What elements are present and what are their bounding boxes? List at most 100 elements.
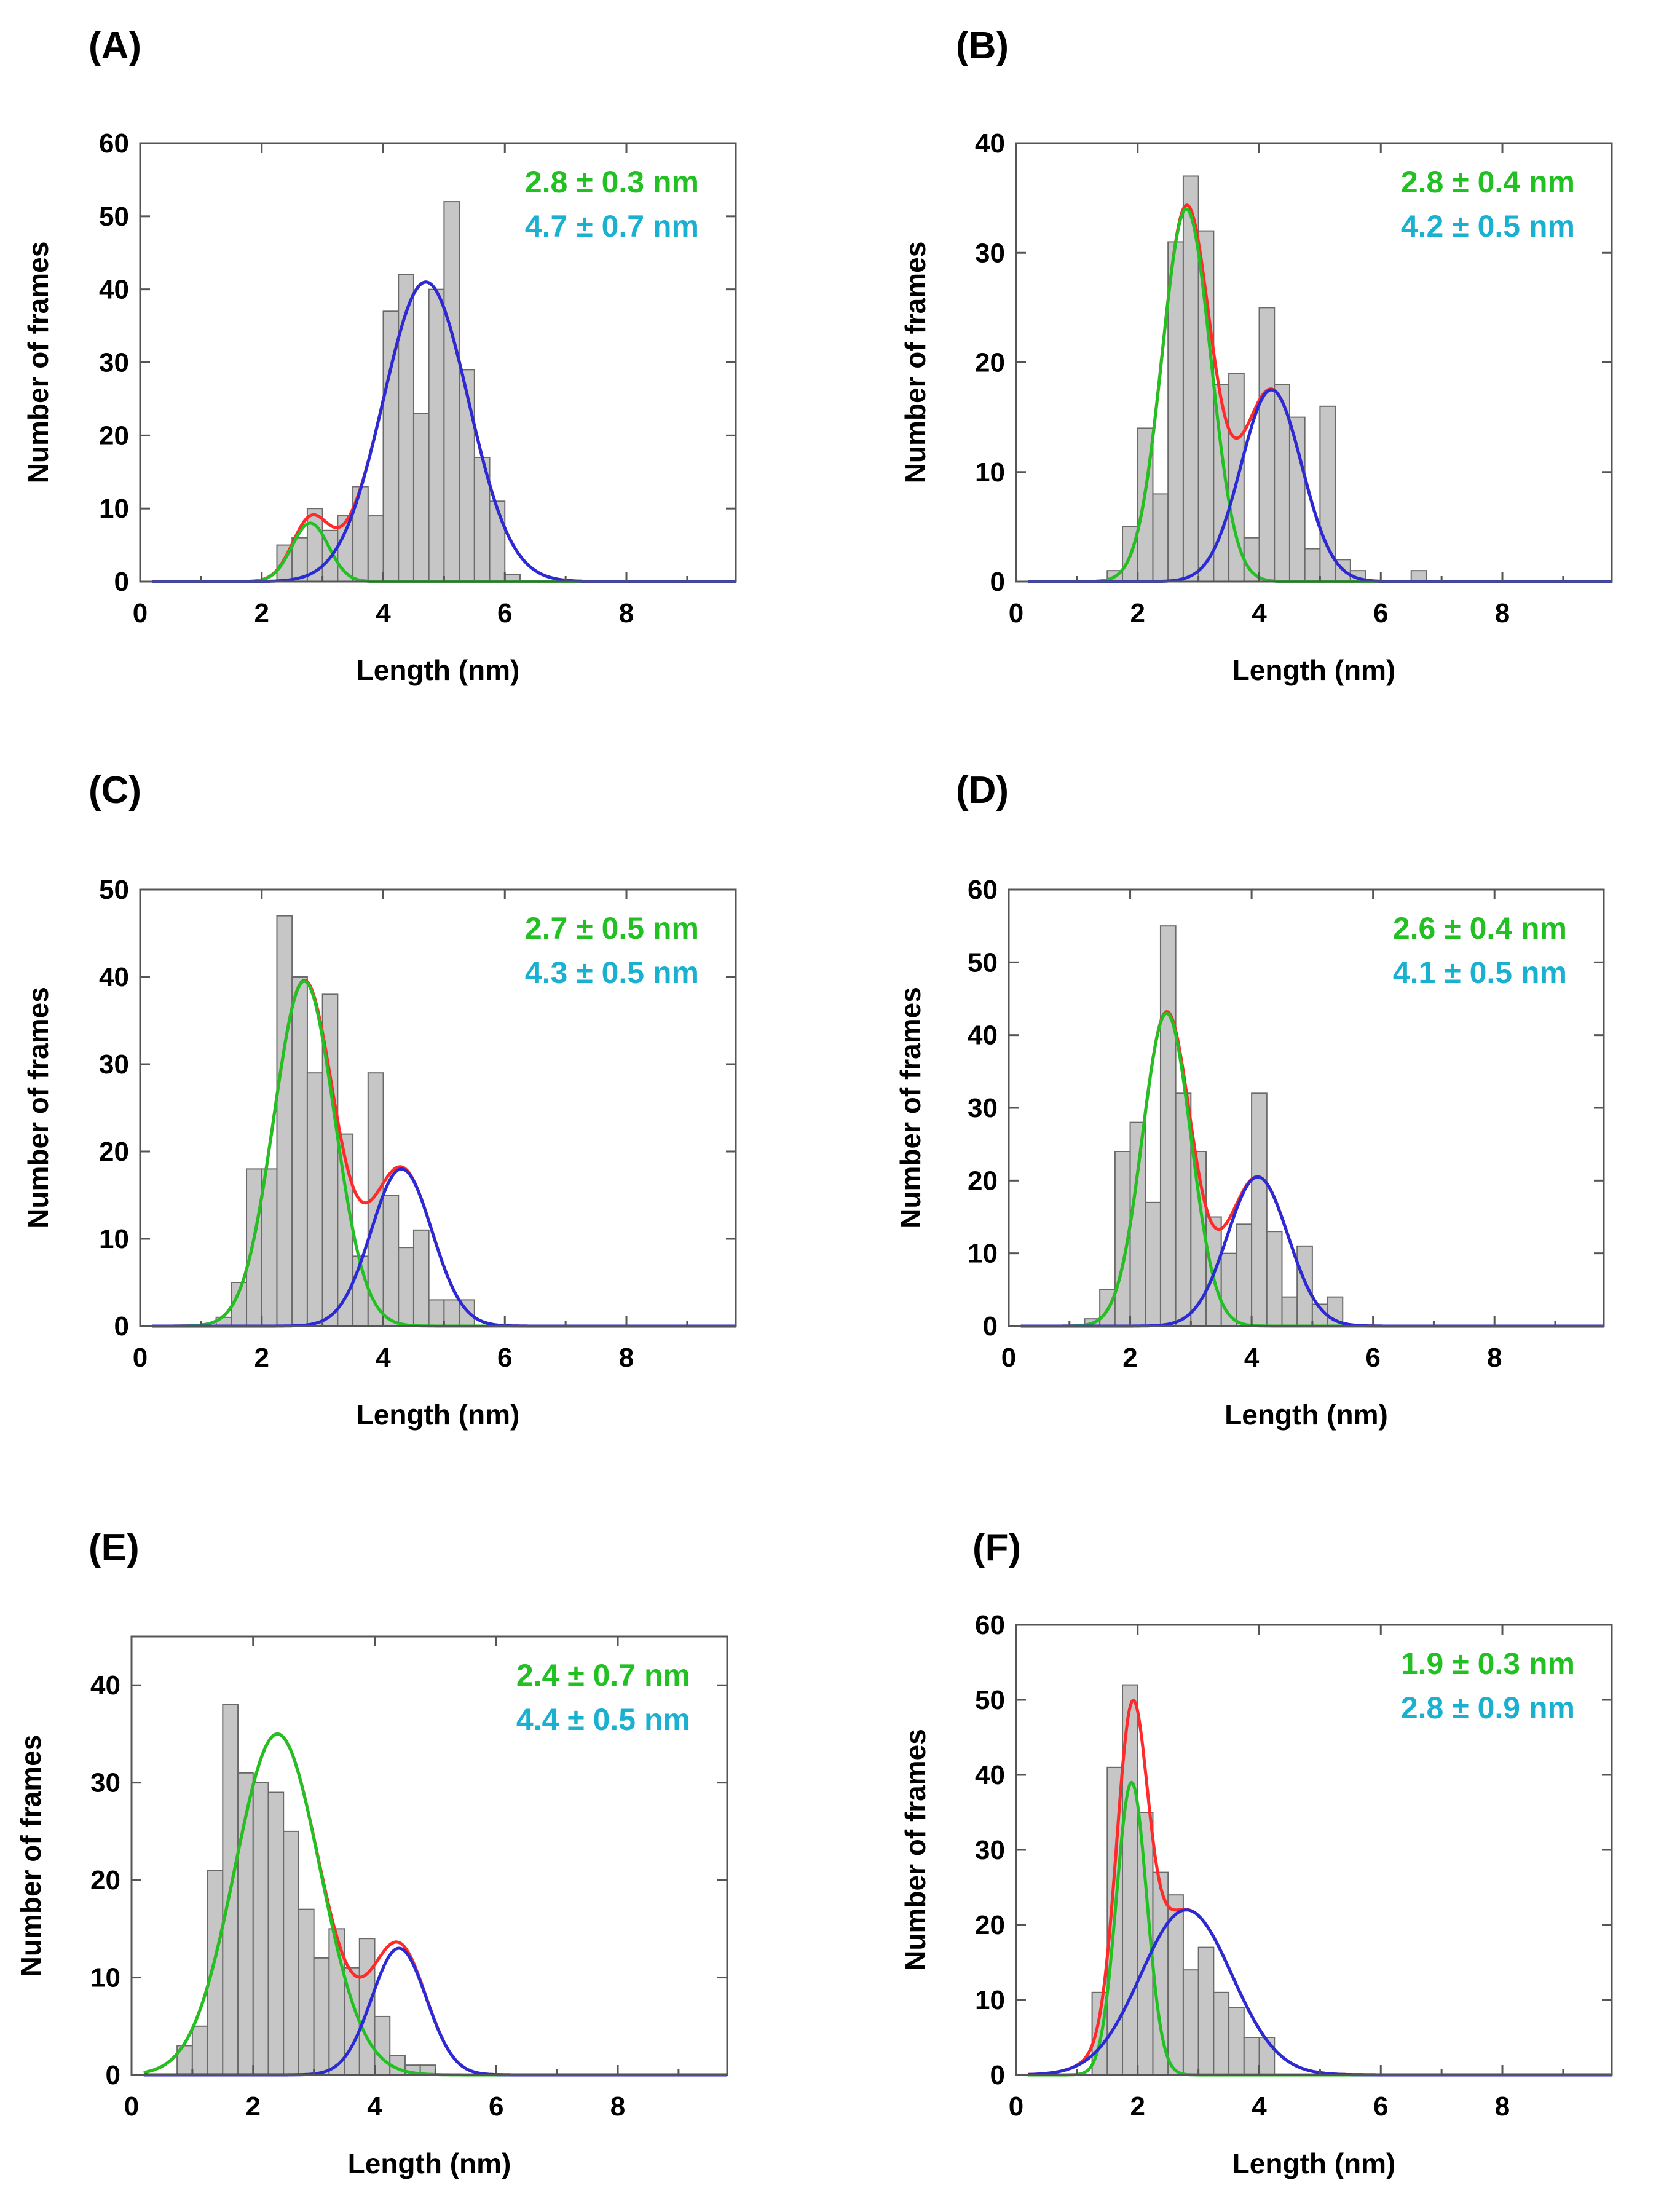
histogram-bar [443,201,460,583]
y-tick-label: 40 [975,1760,1005,1790]
y-axis-label: Number of frames [899,1729,931,1971]
y-tick-label: 30 [90,1768,120,1798]
x-axis-label: Length (nm) [1225,1399,1388,1431]
panel-label: (B) [956,25,1009,67]
histogram-bar [428,288,445,582]
y-tick-label: 60 [968,875,998,905]
chart-panel-e: (E) 0 2 4 6 8 0 10 20 30 40 Length (nm) Number of fr… [15,1527,728,2179]
fit-annotation-2: 4.1 ± 0.5 nm [1393,955,1567,990]
x-tick-label: 8 [1495,2091,1510,2122]
x-tick-label: 2 [1130,598,1145,628]
histogram-bar [1304,548,1321,583]
histogram-bar [313,1957,330,2076]
chart-panel-b: (B) 0 2 4 6 8 0 10 20 30 40 Length (nm) Number of fr… [899,25,1613,686]
x-axis-label: Length (nm) [1232,654,1396,686]
histogram-bar [267,1791,285,2076]
chart-panel-f: (F) 0 2 4 6 8 0 10 20 30 40 50 60 Length (nm) Number o… [899,1527,1613,2179]
x-tick-label: 8 [1487,1343,1502,1373]
histogram-bar [367,515,384,582]
x-tick-label: 8 [619,1343,634,1373]
fit-annotation-1: 2.8 ± 0.3 nm [525,165,699,199]
x-tick-label: 0 [133,1343,148,1373]
x-tick-label: 8 [619,598,634,628]
x-tick-label: 4 [1252,598,1267,628]
histogram-bar [1159,925,1177,1327]
histogram-bar [291,976,308,1327]
chart-panel-d: (D) 0 2 4 6 8 0 10 20 30 40 50 60 Length (nm) Number o… [894,769,1605,1431]
y-tick-label: 30 [99,348,129,378]
histogram-bar [306,1072,323,1327]
histogram-bar [261,1168,278,1327]
histogram-bar [191,2025,208,2076]
histogram-bar [398,1247,414,1327]
histogram-bar [398,274,414,582]
histogram-bar [1258,2037,1276,2076]
fit-annotation-2: 4.4 ± 0.5 nm [516,1702,690,1737]
histogram-bar [382,1195,400,1327]
plot-frame [130,1635,728,2076]
x-tick-label: 2 [1122,1343,1137,1373]
histogram-bar [1266,1231,1283,1327]
y-tick-label: 20 [968,1166,998,1196]
histogram-bar [1228,2007,1245,2076]
plot-frame [139,888,737,1327]
fit-curve-1 [152,979,736,1328]
y-tick-label: 10 [975,1985,1005,2015]
y-tick-label: 0 [983,1311,998,1341]
histogram-bar [1145,1201,1161,1327]
y-tick-label: 30 [968,1093,998,1123]
x-tick-label: 4 [376,1343,391,1373]
y-tick-label: 10 [99,494,129,524]
y-tick-label: 20 [99,1137,129,1167]
y-tick-label: 20 [975,1910,1005,1940]
fit-annotation-2: 2.8 ± 0.9 nm [1401,1691,1575,1725]
y-tick-label: 60 [99,128,129,159]
histogram-bar [1213,1991,1230,2076]
y-tick-label: 10 [99,1224,129,1254]
y-tick-label: 0 [114,567,129,597]
x-tick-label: 2 [246,2091,261,2122]
histogram-bar [1167,241,1184,582]
fit-annotation-2: 4.2 ± 0.5 nm [1401,209,1575,243]
histogram-bar [1296,1245,1313,1327]
histogram-bar [283,1830,299,2076]
x-axis-label: Length (nm) [1232,2147,1396,2179]
y-tick-label: 10 [975,457,1005,488]
x-axis-label: Length (nm) [357,654,520,686]
histogram-bar [1258,307,1276,582]
y-tick-label: 40 [90,1670,120,1700]
y-axis-label: Number of frames [22,987,54,1229]
y-axis-label: Number of frames [894,987,926,1229]
y-tick-label: 40 [99,962,129,992]
histogram-bar [412,413,430,583]
x-tick-label: 6 [497,1343,512,1373]
histogram-bar [1243,2037,1260,2076]
histogram-bar [276,915,293,1327]
chart-panel-c: (C) 0 2 4 6 8 0 10 20 30 40 50 Length (nm) Number of … [22,769,737,1431]
histogram-bar [246,1168,262,1327]
histogram-bar [1236,1223,1253,1327]
y-tick-label: 50 [975,1685,1005,1715]
panel-label: (C) [89,769,141,812]
fit-annotation-1: 2.6 ± 0.4 nm [1393,911,1567,946]
y-tick-label: 30 [99,1049,129,1080]
y-tick-label: 50 [968,947,998,978]
y-tick-label: 20 [90,1865,120,1895]
histogram-bar [412,1229,430,1327]
x-tick-label: 0 [133,598,148,628]
x-tick-label: 4 [1252,2091,1267,2122]
histogram-bar [1288,416,1306,582]
y-tick-label: 60 [975,1610,1005,1640]
panel-label: (F) [972,1527,1021,1569]
x-tick-label: 2 [254,1343,269,1373]
histogram-bar [428,1299,445,1327]
histogram-bar [1129,1121,1146,1327]
x-tick-label: 0 [1001,1343,1016,1373]
x-tick-label: 4 [1244,1343,1260,1373]
y-tick-label: 0 [106,2060,120,2090]
histogram-bar [1182,1969,1199,2076]
x-tick-label: 0 [124,2091,139,2122]
x-tick-label: 6 [1373,598,1388,628]
y-tick-label: 20 [99,421,129,451]
